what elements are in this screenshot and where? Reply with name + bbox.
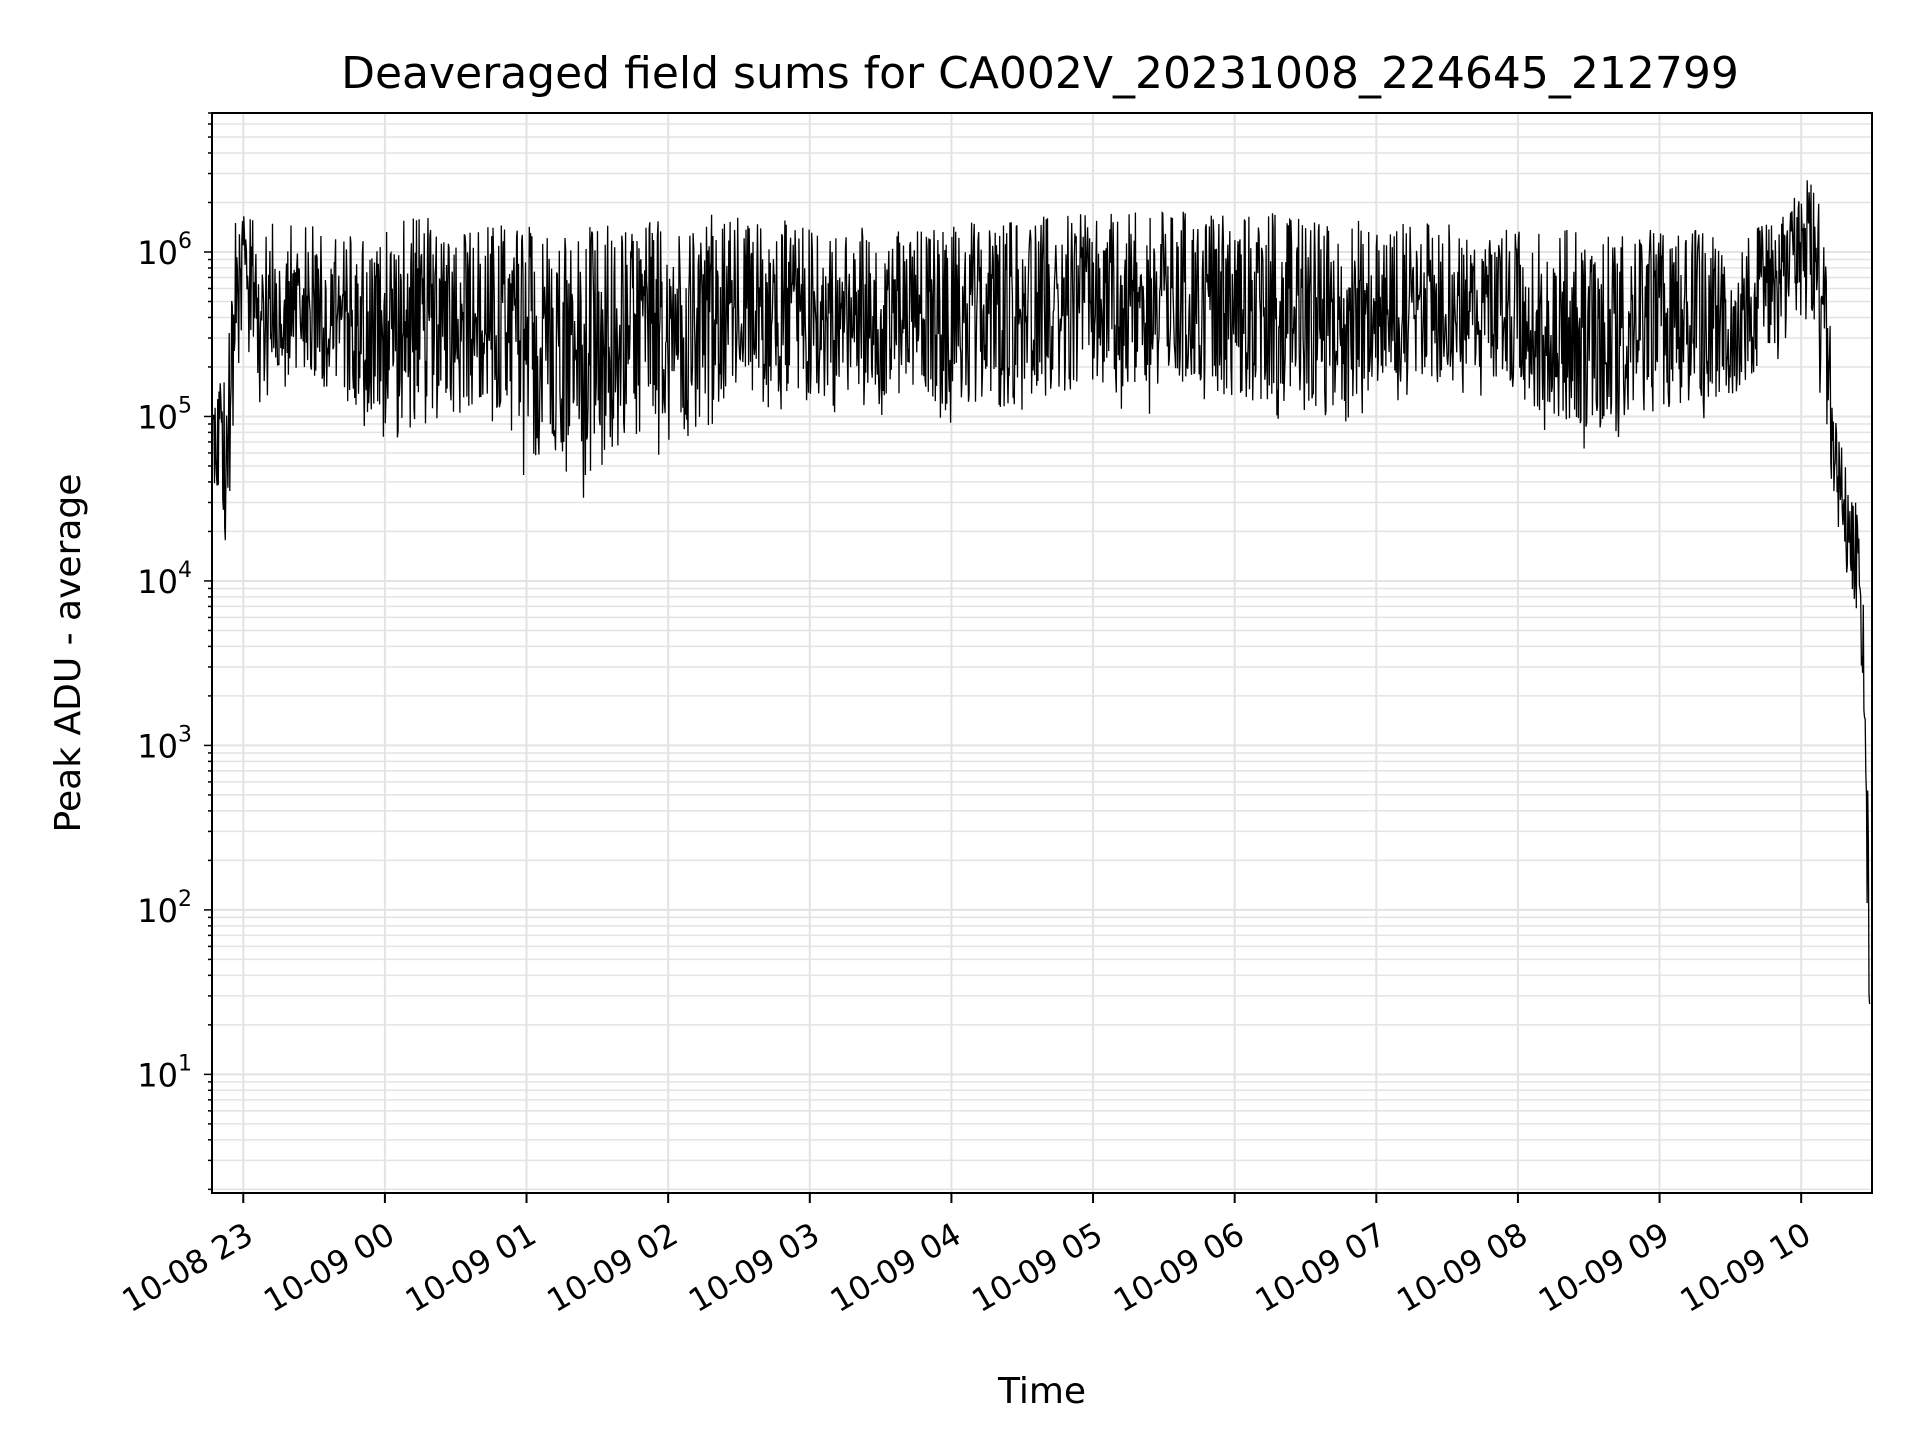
y-tick-label: 106 bbox=[137, 229, 192, 272]
y-tick-base: 10 bbox=[137, 234, 178, 272]
y-tick-label: 101 bbox=[137, 1051, 192, 1094]
y-tick-exponent: 4 bbox=[178, 558, 192, 583]
y-tick-label: 103 bbox=[137, 722, 192, 765]
x-axis-label: Time bbox=[997, 1371, 1086, 1412]
y-tick-exponent: 5 bbox=[178, 393, 192, 418]
data-series bbox=[211, 180, 1871, 1004]
y-tick-exponent: 1 bbox=[178, 1051, 192, 1076]
y-tick-label: 104 bbox=[137, 558, 192, 601]
y-axis-label: Peak ADU - average bbox=[48, 474, 89, 833]
series-line bbox=[211, 180, 1871, 1004]
y-tick-exponent: 2 bbox=[178, 887, 192, 912]
y-tick-base: 10 bbox=[137, 727, 178, 765]
y-tick-exponent: 3 bbox=[178, 722, 192, 747]
plot-frame bbox=[211, 112, 1873, 1194]
y-tick-base: 10 bbox=[137, 1056, 178, 1094]
y-tick-label: 102 bbox=[137, 887, 192, 930]
y-tick-base: 10 bbox=[137, 398, 178, 436]
chart-title: Deaveraged field sums for CA002V_2023100… bbox=[341, 48, 1739, 99]
y-tick-exponent: 6 bbox=[178, 229, 192, 254]
y-tick-base: 10 bbox=[137, 892, 178, 930]
y-tick-base: 10 bbox=[137, 563, 178, 601]
y-tick-label: 105 bbox=[137, 393, 192, 436]
